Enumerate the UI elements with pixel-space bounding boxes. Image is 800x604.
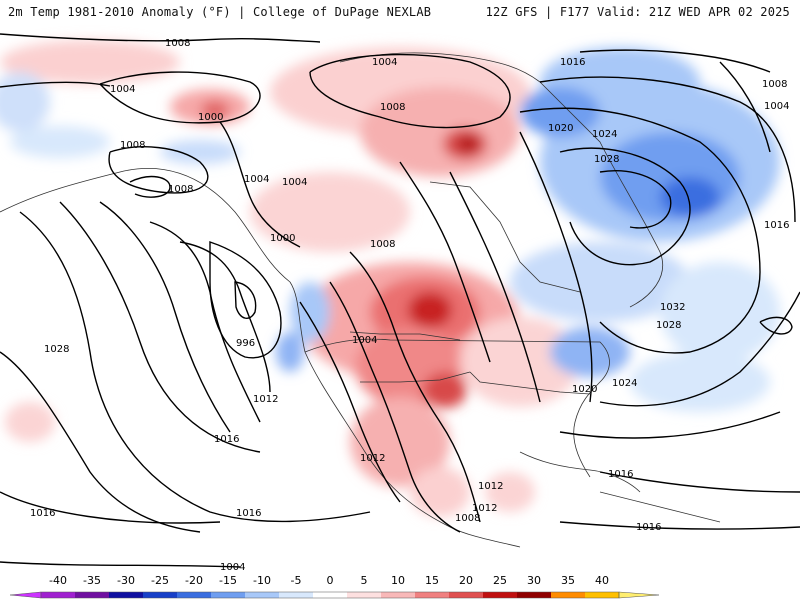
isobar-label: 1000 — [270, 233, 295, 244]
isobar-label: 1008 — [168, 184, 193, 195]
coastlines — [0, 52, 721, 548]
colorbar-tick-label: -10 — [253, 574, 271, 587]
isobar-label: 1024 — [612, 378, 637, 389]
colorbar-tick-label: 20 — [459, 574, 473, 587]
colorbar-low-arrow — [9, 591, 42, 599]
anomaly-shading — [0, 40, 780, 517]
colorbar: -40 -35 -30 -25 -20 -15 -10 -5 0 5 10 15 20 25 30 35 40 — [9, 574, 660, 599]
isobar-label: 1028 — [594, 154, 619, 165]
isobar-label: 1016 — [236, 508, 261, 519]
isobar-label: 1016 — [30, 508, 55, 519]
colorbar-tick-label: -15 — [219, 574, 237, 587]
colorbar-tick-label: 35 — [561, 574, 575, 587]
colorbar-swatch — [211, 592, 246, 598]
isobar-label: 1004 — [764, 101, 789, 112]
isobar-label: 1004 — [352, 335, 377, 346]
colorbar-tick-label: 30 — [527, 574, 541, 587]
isobar-label: 1004 — [244, 174, 269, 185]
colorbar-swatch — [177, 592, 212, 598]
isobar-label: 1012 — [472, 503, 497, 514]
isobar-label: 1008 — [762, 79, 787, 90]
isobar-label: 1016 — [560, 57, 585, 68]
colorbar-tick-label: -30 — [117, 574, 135, 587]
isobar-label: 1016 — [764, 220, 789, 231]
isobar-label: 1012 — [478, 481, 503, 492]
colorbar-tick-label: 40 — [595, 574, 609, 587]
isobar-label: 1032 — [660, 302, 685, 313]
colorbar-tick-label: 25 — [493, 574, 507, 587]
isobar-label: 1012 — [253, 394, 278, 405]
colorbar-tick-label: -40 — [49, 574, 67, 587]
colorbar-tick-label: -20 — [185, 574, 203, 587]
isobar-label: 1008 — [120, 140, 145, 151]
colorbar-tick-label: -25 — [151, 574, 169, 587]
colorbar-swatch — [109, 592, 144, 598]
colorbar-swatch — [517, 592, 552, 598]
isobar-label: 1020 — [548, 123, 573, 134]
isobar-label: 1016 — [608, 469, 633, 480]
colorbar-swatch — [75, 592, 110, 598]
anomaly-map: 1008 1004 1004 1000 1008 1008 1008 1004 … — [0, 22, 800, 573]
colorbar-swatch — [347, 592, 382, 598]
isobar-label: 1004 — [372, 57, 397, 68]
isobar-label: 1004 — [282, 177, 307, 188]
colorbar-swatch — [245, 592, 280, 598]
colorbar-tick-label: 10 — [391, 574, 405, 587]
colorbar-tick-label: -5 — [291, 574, 302, 587]
colorbar-tick-label: 0 — [327, 574, 334, 587]
colorbar-tick-label: 5 — [361, 574, 368, 587]
isobar-label: 1024 — [592, 129, 617, 140]
map-panel: 1008 1004 1004 1000 1008 1008 1008 1004 … — [0, 22, 800, 573]
isobar-label: 1016 — [214, 434, 239, 445]
colorbar-swatch — [585, 592, 620, 598]
isobar-label: 1012 — [360, 453, 385, 464]
isobar-label: 1000 — [198, 112, 223, 123]
colorbar-swatch — [551, 592, 586, 598]
title-bar: 2m Temp 1981-2010 Anomaly (°F) | College… — [0, 0, 800, 22]
colorbar-swatch — [483, 592, 518, 598]
colorbar-swatch — [449, 592, 484, 598]
colorbar-swatch — [415, 592, 450, 598]
colorbar-tick-label: -35 — [83, 574, 101, 587]
isobar-label: 1016 — [636, 522, 661, 533]
colorbar-legend: -40 -35 -30 -25 -20 -15 -10 -5 0 5 10 15 20 25 30 35 40 — [0, 570, 800, 600]
isobar-labels: 1008 1004 1004 1000 1008 1008 1008 1004 … — [30, 38, 789, 573]
isobar-label: 1008 — [455, 513, 480, 524]
colorbar-swatch — [143, 592, 178, 598]
colorbar-swatch — [279, 592, 314, 598]
isobar-label: 996 — [236, 338, 255, 349]
colorbar-outline — [40, 591, 620, 599]
isobar-label: 1004 — [220, 562, 245, 570]
isobar-label: 1008 — [165, 38, 190, 49]
isobar-label: 1020 — [572, 384, 597, 395]
isobar-label: 1008 — [370, 239, 395, 250]
colorbar-swatch — [313, 592, 348, 598]
isobar-label: 1008 — [380, 102, 405, 113]
product-title: 2m Temp 1981-2010 Anomaly (°F) | College… — [8, 5, 432, 19]
isobar-label: 1004 — [110, 84, 135, 95]
model-run-info: 12Z GFS | F177 Valid: 21Z WED APR 02 202… — [485, 5, 790, 19]
colorbar-swatch — [381, 592, 416, 598]
isobar-label: 1028 — [656, 320, 681, 331]
isobar-label: 1028 — [44, 344, 69, 355]
isobars — [0, 33, 800, 568]
colorbar-high-arrow — [618, 591, 660, 599]
colorbar-tick-label: 15 — [425, 574, 439, 587]
colorbar-swatch — [41, 592, 76, 598]
